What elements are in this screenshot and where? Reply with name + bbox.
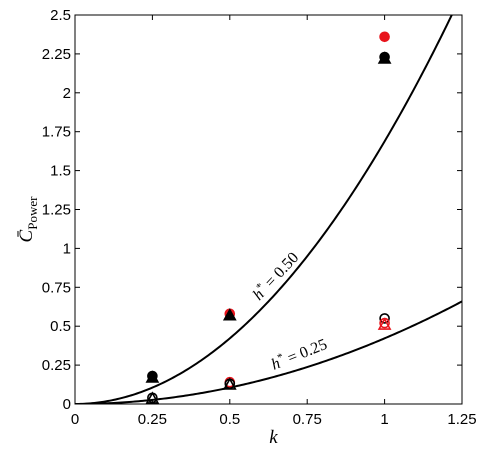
y-tick-label: 2.5	[50, 7, 71, 24]
x-axis-label: k	[269, 427, 278, 448]
data-markers	[145, 31, 392, 404]
curve-1	[75, 300, 462, 404]
curve-label-value: = 0.25	[282, 336, 330, 369]
y-tick-label: 0.5	[50, 318, 71, 335]
y-tick-label: 1.25	[42, 202, 71, 219]
y-tick-label: 1.5	[50, 163, 71, 180]
curve-label-1: h* = 0.25	[268, 334, 329, 374]
data-point-triangle	[145, 370, 160, 383]
y-axis-label: C̄Power	[16, 196, 40, 243]
y-axis-label-sub: Power	[25, 196, 40, 230]
data-point-triangle	[222, 308, 237, 321]
data-point-circle	[379, 31, 390, 43]
data-point-triangle	[377, 317, 392, 330]
y-tick-label: 1.75	[42, 124, 71, 141]
x-tick-label: 0.25	[138, 411, 167, 428]
x-tick-label: 1.25	[447, 411, 476, 428]
curve-0	[75, 15, 453, 404]
axes-frame	[74, 14, 463, 405]
y-tick-label: 0.75	[42, 279, 71, 296]
y-tick-label: 2	[63, 85, 71, 102]
x-tick-label: 1	[380, 411, 388, 428]
x-tick-label: 0	[71, 411, 79, 428]
model-curves	[75, 15, 462, 404]
x-tick-label: 0.75	[293, 411, 322, 428]
y-tick-label: 2.25	[42, 46, 71, 63]
y-tick-label: 0.25	[42, 357, 71, 374]
data-point-triangle	[377, 51, 392, 64]
x-tick-label: 0.5	[219, 411, 240, 428]
y-axis-label-main: C̄	[16, 229, 37, 242]
y-tick-label: 1	[63, 240, 71, 257]
data-point-triangle	[222, 377, 237, 390]
data-point-circle	[379, 313, 390, 324]
curve-label-star: *	[276, 351, 286, 364]
axes: 0 0.25 0.5 0.75 1 1.25 0 0.25 0.5 0.75 1 1.25 1.5 1.7…	[42, 7, 477, 428]
y-tick-label: 0	[63, 396, 71, 413]
